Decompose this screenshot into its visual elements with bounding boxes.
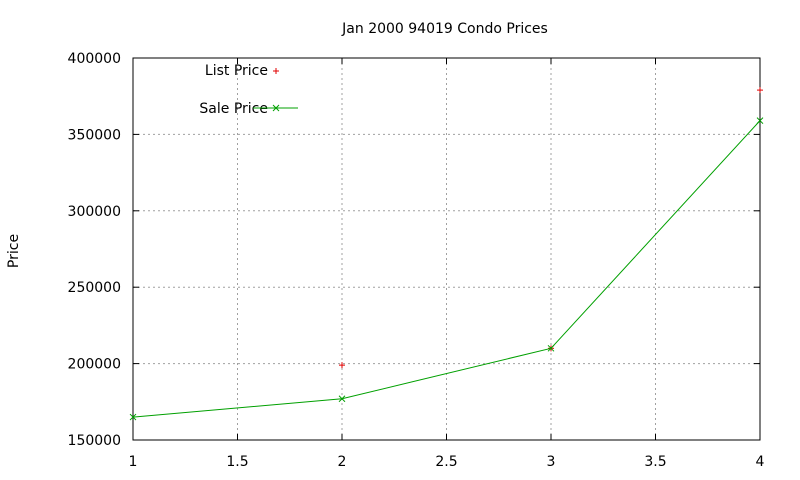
list-price-point [339,362,345,369]
axis-ticks: 1 1.5 2 2.5 3 3.5 4 150000 200000 250000 300000 350… [68,51,765,470]
y-axis-label: Price [6,234,22,268]
x-tick-label: 1 [129,454,138,470]
x-tick-label: 3.5 [644,454,666,470]
sale-price-point [129,413,137,421]
legend-marker-list-price [273,68,279,74]
x-tick-label: 2.5 [435,454,457,470]
y-tick-label: 300000 [68,204,121,220]
y-tick-label: 200000 [68,357,121,373]
legend: List Price Sale Price [199,63,298,117]
y-tick-label: 350000 [68,127,121,143]
series-sale-price [129,117,764,421]
x-tick-label: 2 [338,454,347,470]
list-price-point [757,87,763,94]
y-tick-label: 250000 [68,280,121,296]
x-tick-label: 3 [547,454,556,470]
sale-price-point [338,395,346,403]
x-tick-label: 4 [756,454,765,470]
y-tick-label: 150000 [68,433,121,449]
x-tick-label: 1.5 [226,454,248,470]
legend-label-sale-price: Sale Price [199,101,268,117]
series-layer [129,87,764,421]
sale-price-point [547,344,555,352]
grid-lines [133,58,760,440]
y-tick-label: 400000 [68,51,121,67]
legend-label-list-price: List Price [205,63,268,79]
legend-marker-sale-price [272,104,280,112]
chart-title: Jan 2000 94019 Condo Prices [341,21,548,37]
sale-price-point [756,117,764,125]
sale-price-line [132,120,761,418]
